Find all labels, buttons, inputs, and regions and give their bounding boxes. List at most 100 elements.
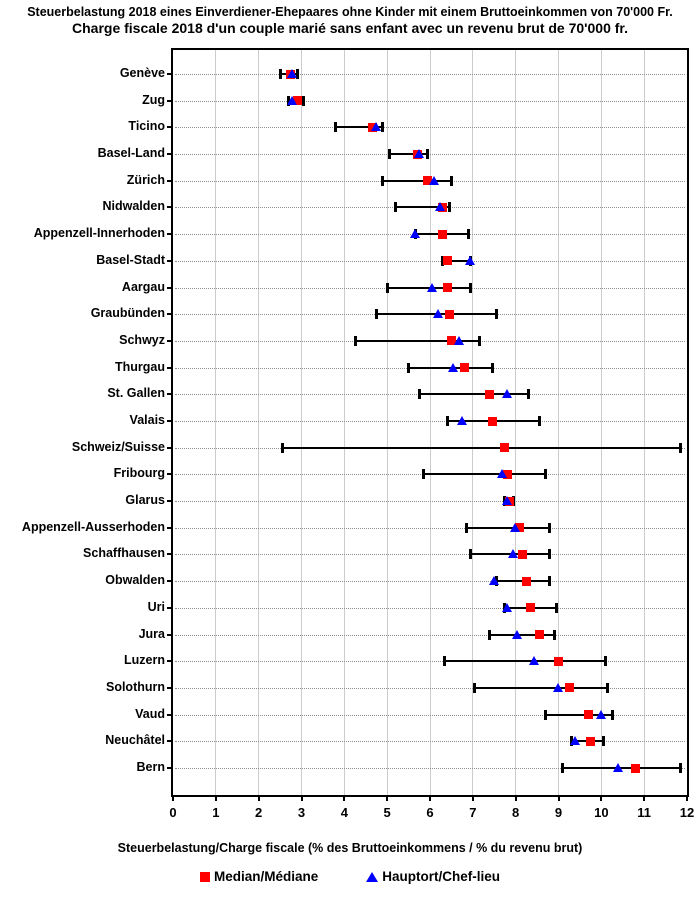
canton-label: Luzern (124, 653, 165, 668)
whisker-cap-min (445, 416, 449, 426)
capital-marker (433, 309, 444, 319)
range-whisker (545, 713, 613, 716)
y-tick (167, 686, 172, 689)
y-tick (167, 313, 172, 316)
median-marker (583, 710, 593, 720)
range-whisker (444, 660, 606, 663)
legend-label-median: Median/Médiane (213, 869, 319, 884)
canton-label: Schaffhausen (83, 546, 165, 561)
legend-label-capital: Hauptort/Chef-lieu (382, 869, 501, 884)
capital-marker (508, 549, 519, 559)
y-tick (167, 420, 172, 422)
capital-marker (287, 69, 298, 78)
whisker-cap-max (548, 576, 552, 587)
range-whisker (395, 206, 450, 209)
whisker-cap-max (544, 469, 548, 480)
whisker-cap-min (443, 656, 447, 667)
canton-label: Fribourg (113, 466, 165, 481)
row-dotline (175, 527, 685, 529)
whisker-cap-max (449, 175, 453, 186)
range-whisker (419, 393, 529, 396)
x-tick-label: 12 (679, 805, 695, 820)
capital-marker (456, 416, 467, 425)
row-dotline (175, 741, 685, 743)
median-marker (526, 603, 536, 613)
canton-label: Valais (129, 413, 165, 427)
whisker-cap-max (548, 522, 552, 533)
canton-label: Aargau (121, 279, 165, 294)
row-dotline (175, 554, 685, 556)
x-gridline (515, 50, 517, 795)
x-axis-title: Steuerbelastung/Charge fiscale (% des Br… (117, 841, 583, 855)
whisker-cap-max (606, 682, 610, 693)
row-dotline (175, 501, 685, 503)
whisker-cap-max (552, 629, 556, 640)
x-tick (471, 795, 474, 801)
canton-label: Ticino (128, 119, 165, 134)
y-tick (167, 713, 172, 716)
whisker-cap-max (554, 602, 558, 613)
canton-label: Nidwalden (102, 199, 165, 214)
row-dotline (175, 127, 685, 129)
row-dotline (175, 100, 685, 102)
x-tick-label: 3 (297, 805, 306, 820)
whisker-cap-max (610, 709, 614, 720)
canton-label: Schweiz/Suisse (71, 439, 165, 454)
y-tick (167, 259, 172, 262)
x-tick (172, 795, 174, 801)
x-gridline (301, 50, 302, 795)
y-tick (167, 179, 172, 182)
row-dotline (175, 260, 685, 262)
capital-marker (553, 682, 563, 692)
whisker-cap-min (469, 549, 473, 560)
whisker-cap-min (385, 282, 389, 293)
whisker-cap-max (601, 736, 605, 747)
x-tick-label: 0 (169, 805, 177, 820)
canton-label: Zug (142, 92, 165, 107)
canton-label: Solothurn (105, 679, 165, 694)
whisker-cap-min (407, 362, 411, 373)
x-gridline (429, 50, 431, 795)
y-tick (167, 446, 172, 449)
whisker-cap-min (488, 629, 492, 640)
median-marker (423, 176, 433, 186)
y-tick (167, 740, 172, 743)
whisker-cap-max (477, 335, 481, 346)
capital-marker (595, 709, 606, 719)
whisker-cap-min (473, 682, 477, 693)
median-marker (517, 549, 527, 559)
whisker-cap-min (353, 335, 357, 346)
chart-title-german: Steuerbelastung 2018 eines Einverdiener-… (27, 5, 673, 19)
canton-label: Schwyz (119, 332, 165, 347)
plot-area (173, 50, 687, 795)
row-dotline (175, 154, 685, 156)
canton-label: Appenzell-Ausserhoden (21, 519, 165, 534)
whisker-cap-max (548, 549, 552, 560)
canton-label: Vaud (135, 706, 165, 721)
y-tick (167, 206, 172, 209)
x-gridline (386, 50, 388, 795)
x-gridline (600, 50, 602, 795)
canton-label: Thurgau (115, 359, 165, 374)
capital-marker (448, 362, 459, 372)
median-marker (459, 363, 469, 373)
row-dotline (175, 661, 685, 663)
capital-marker (426, 282, 437, 292)
median-marker (442, 256, 452, 266)
median-marker (487, 416, 497, 426)
x-tick (300, 795, 303, 801)
canton-label: Basel-Stadt (96, 252, 165, 267)
canton-label: Neuchâtel (105, 733, 165, 748)
x-tick (257, 795, 260, 801)
whisker-cap-min (387, 149, 391, 160)
whisker-cap-min (334, 122, 338, 133)
range-whisker (442, 259, 471, 262)
whisker-cap-max (527, 389, 531, 400)
x-tick-label: 9 (554, 805, 563, 820)
row-dotline (175, 607, 685, 609)
x-tick (343, 795, 346, 801)
capital-marker (612, 763, 623, 772)
y-tick (167, 233, 172, 236)
x-tick (214, 795, 217, 801)
legend: Median/Médiane Hauptort/Chef-lieu (0, 869, 700, 884)
